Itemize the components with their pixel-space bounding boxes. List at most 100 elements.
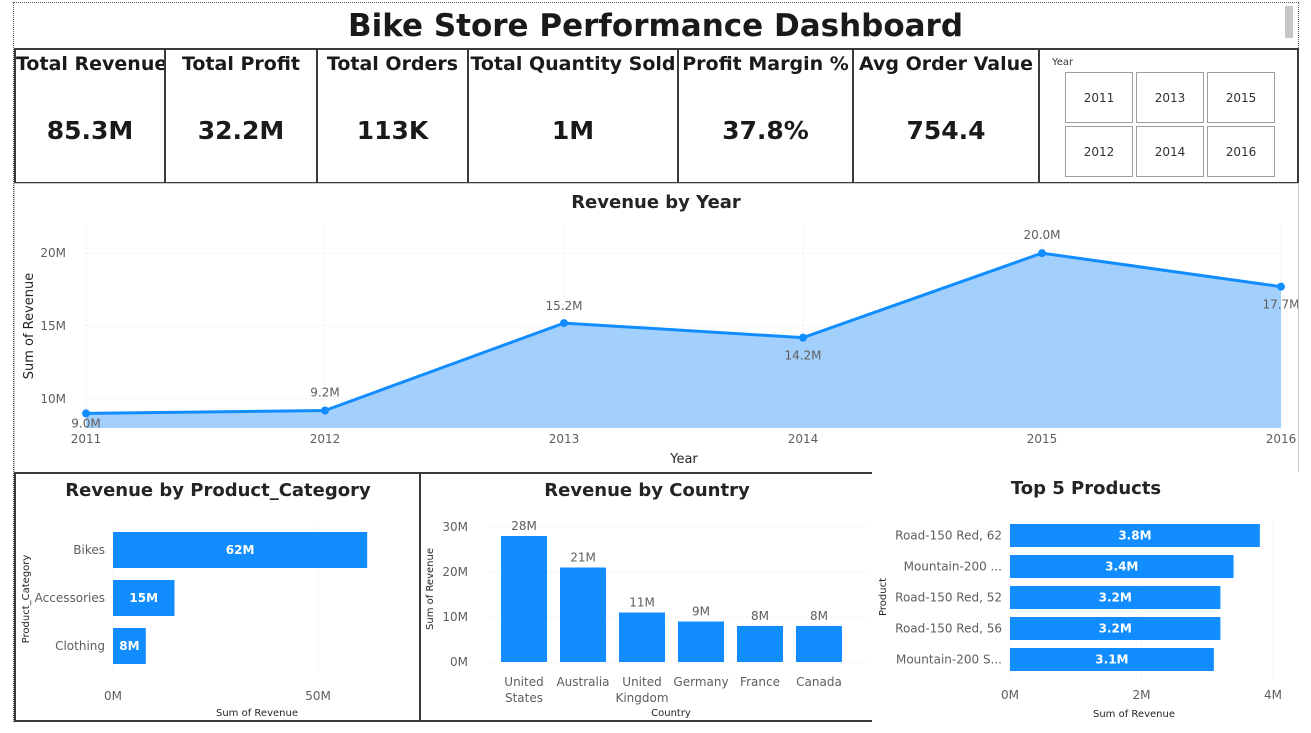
x-tick-label: 2013: [549, 432, 580, 446]
kpi-value: 754.4: [906, 116, 986, 145]
x-axis-title: Sum of Revenue: [1093, 709, 1175, 720]
kpi-label: Total Revenue: [16, 53, 168, 75]
x-tick-label: 4M: [1264, 688, 1282, 702]
chart-title: Revenue by Year: [571, 192, 741, 213]
x-tick-label: 2014: [788, 432, 819, 446]
revenue-by-category-panel: Revenue by Product_Category 0M 50M Bikes 62M…: [14, 472, 421, 722]
category-label: Accessories: [35, 591, 105, 605]
data-label: 8M: [119, 639, 139, 653]
category-label: Road-150 Red, 52: [895, 591, 1002, 605]
bar-united-states: [501, 536, 547, 662]
data-label: 3.4M: [1105, 560, 1138, 574]
kpi-label: Total Profit: [181, 53, 301, 75]
y-tick-label: 10M: [442, 610, 468, 624]
kpi-label: Avg Order Value: [858, 53, 1034, 75]
y-axis-title: Sum of Revenue: [425, 548, 436, 630]
y-tick-label: 10M: [40, 392, 66, 406]
y-axis-title: Sum of Revenue: [22, 273, 37, 380]
category-label: Clothing: [55, 639, 105, 653]
revenue-by-category-chart: Revenue by Product_Category 0M 50M Bikes 62M…: [21, 480, 371, 719]
kpi-card-total-quantity-sold: Total Quantity Sold 1M: [467, 48, 679, 184]
data-label: 8M: [810, 609, 828, 623]
bar-product: [1010, 617, 1221, 640]
slicer-option-2011[interactable]: 2011: [1065, 72, 1133, 123]
x-tick-label: 0M: [104, 689, 122, 703]
data-label: 9M: [692, 605, 710, 619]
x-axis-title: Country: [651, 708, 691, 719]
data-label: 20.0M: [1023, 228, 1060, 242]
category-label: United Kingdom: [615, 675, 668, 705]
slicer-option-2016[interactable]: 2016: [1207, 126, 1275, 177]
kpi-card-profit-margin: Profit Margin % 37.8%: [677, 48, 854, 184]
kpi-value: 113K: [356, 116, 429, 145]
slicer-option-2012[interactable]: 2012: [1065, 126, 1133, 177]
category-label: France: [740, 675, 780, 689]
revenue-by-country-panel: Revenue by Country 0M 10M 20M 30M 28M United St…: [419, 472, 874, 722]
kpi-card-avg-order-value: Avg Order Value 754.4: [852, 48, 1040, 184]
kpi-label: Total Orders: [326, 53, 459, 75]
x-tick-label: 50M: [305, 689, 331, 703]
slicer-option-2013[interactable]: 2013: [1136, 72, 1204, 123]
slicer-option-2015[interactable]: 2015: [1207, 72, 1275, 123]
bar-product: [1010, 586, 1221, 609]
slicer-option-2014[interactable]: 2014: [1136, 126, 1204, 177]
category-label: Canada: [796, 675, 842, 689]
data-label: 28M: [511, 519, 537, 533]
x-tick-label: 2012: [310, 432, 341, 446]
kpi-card-total-revenue: Total Revenue 85.3M: [14, 48, 168, 184]
kpi-card-total-profit: Total Profit 32.2M: [164, 48, 318, 184]
data-label: 15.2M: [545, 299, 582, 313]
data-label: 3.2M: [1099, 591, 1132, 605]
x-tick-label: 0M: [1001, 688, 1019, 702]
dashboard-title: Bike Store Performance Dashboard: [347, 8, 964, 44]
kpi-value: 32.2M: [197, 116, 285, 145]
y-tick-label: 20M: [442, 565, 468, 579]
y-tick-label: 20M: [40, 246, 66, 260]
x-tick-label: 2011: [71, 432, 102, 446]
category-label: Road-150 Red, 62: [895, 529, 1002, 543]
data-label: 21M: [570, 551, 596, 565]
scrollbar-thumb[interactable]: [1285, 6, 1293, 38]
slicer-title: Year: [1052, 57, 1074, 68]
bar-product: [1010, 648, 1214, 671]
data-point: [1038, 249, 1046, 258]
data-point: [321, 406, 329, 415]
category-label: Road-150 Red, 56: [895, 622, 1002, 636]
bar-australia: [560, 567, 606, 662]
category-label: United States: [504, 675, 543, 705]
y-tick-label: 30M: [442, 520, 468, 534]
top-5-products-panel: Top 5 Products 0M 2M 4M Road-150 Red, 62 3.8M…: [872, 472, 1299, 722]
data-point: [799, 333, 807, 342]
bar-united-kingdom: [619, 612, 665, 662]
kpi-label: Total Quantity Sold: [470, 53, 676, 75]
data-label: 11M: [629, 596, 655, 610]
y-tick-label: 15M: [40, 319, 66, 333]
category-label: Australia: [556, 675, 609, 689]
data-point: [82, 409, 90, 418]
revenue-by-country-chart: Revenue by Country 0M 10M 20M 30M 28M United St…: [425, 480, 871, 719]
data-label: 8M: [751, 609, 769, 623]
category-label: Germany: [673, 675, 728, 689]
y-axis-title: Product_Category: [21, 555, 32, 644]
kpi-label: Profit Margin %: [682, 53, 849, 75]
kpi-value: 1M: [551, 116, 595, 145]
revenue-by-year-chart: Revenue by Year 10M 15M 20M 2011 2012 2013 2014…: [22, 192, 1300, 467]
series-area: [86, 253, 1281, 428]
top-5-products-chart: Top 5 Products 0M 2M 4M Road-150 Red, 62 3.8M…: [878, 478, 1282, 720]
chart-title: Revenue by Product_Category: [65, 480, 371, 501]
kpi-value: 85.3M: [46, 116, 134, 145]
x-tick-label: 2M: [1133, 688, 1151, 702]
x-axis-title: Sum of Revenue: [216, 708, 298, 719]
x-axis-title: Year: [669, 452, 698, 467]
y-tick-label: 0M: [450, 655, 468, 669]
kpi-value: 37.8%: [722, 116, 809, 145]
data-point: [1277, 282, 1285, 291]
data-label: 15M: [129, 591, 158, 605]
data-label: 9.0M: [71, 416, 100, 430]
y-axis-title: Product: [878, 578, 889, 616]
bar-product: [1010, 524, 1260, 547]
bar-clothing: [113, 628, 146, 664]
chart-title: Revenue by Country: [544, 480, 750, 501]
data-label: 17.7M: [1262, 298, 1298, 312]
x-tick-label: 2015: [1027, 432, 1058, 446]
